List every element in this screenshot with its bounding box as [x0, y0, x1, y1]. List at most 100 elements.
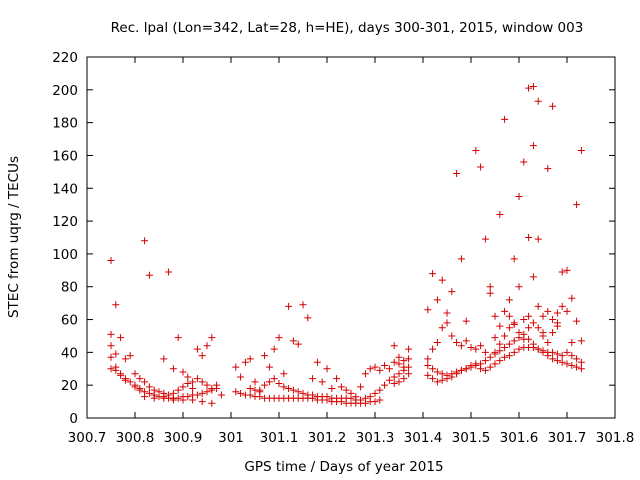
data-point: [501, 115, 509, 123]
data-point: [107, 365, 115, 373]
data-point: [203, 342, 211, 350]
x-tick-label: 301.8: [596, 430, 635, 446]
data-point: [270, 375, 278, 383]
data-point: [121, 355, 129, 363]
data-point: [246, 391, 254, 399]
data-point: [193, 391, 201, 399]
data-point: [529, 273, 537, 281]
data-point: [448, 332, 456, 340]
data-point: [472, 345, 480, 353]
data-point: [525, 312, 533, 320]
data-point: [534, 324, 542, 332]
data-point: [491, 312, 499, 320]
data-point: [217, 391, 225, 399]
y-tick-label: 40: [61, 345, 78, 361]
data-point: [510, 320, 518, 328]
data-point: [357, 383, 365, 391]
data-point: [366, 365, 374, 373]
data-point: [515, 283, 523, 291]
data-point: [376, 366, 384, 374]
data-point: [525, 84, 533, 92]
data-point: [208, 384, 216, 392]
x-tick-label: 301.3: [356, 430, 395, 446]
data-point: [251, 378, 259, 386]
data-point: [448, 373, 456, 381]
data-point: [357, 396, 365, 404]
data-point: [496, 340, 504, 348]
data-point: [179, 368, 187, 376]
data-point: [539, 347, 547, 355]
data-point: [141, 237, 149, 245]
data-point: [433, 339, 441, 347]
data-point: [126, 378, 134, 386]
data-point: [539, 332, 547, 340]
data-point: [390, 380, 398, 388]
data-point: [491, 334, 499, 342]
data-point: [496, 211, 504, 219]
data-point: [371, 389, 379, 397]
data-point: [525, 234, 533, 241]
data-point: [577, 358, 585, 366]
data-point: [400, 357, 408, 365]
data-point: [385, 376, 393, 384]
data-point: [568, 361, 576, 369]
data-point: [323, 365, 331, 373]
data-point: [424, 371, 432, 379]
data-point: [347, 394, 355, 402]
data-point: [438, 276, 446, 284]
data-point: [145, 271, 153, 279]
y-tick-label: 140: [52, 181, 78, 197]
data-point: [136, 384, 144, 392]
data-point: [563, 266, 571, 274]
data-point: [433, 368, 441, 376]
data-point: [558, 358, 566, 366]
data-point: [558, 302, 566, 310]
data-point: [237, 373, 245, 381]
data-point: [472, 360, 480, 368]
data-point: [515, 192, 523, 200]
data-point: [184, 373, 192, 381]
data-point: [342, 386, 350, 394]
data-point: [481, 235, 489, 243]
data-point: [328, 384, 336, 392]
data-point: [141, 393, 149, 401]
data-point: [573, 201, 581, 209]
data-point: [141, 378, 149, 386]
data-point: [193, 375, 201, 383]
data-point: [179, 383, 187, 391]
data-point: [371, 363, 379, 371]
data-point: [491, 348, 499, 356]
data-point: [429, 375, 437, 383]
data-point: [169, 389, 177, 397]
data-point: [453, 339, 461, 347]
data-point: [107, 256, 115, 264]
data-point: [246, 355, 254, 363]
axis-ticks: [86, 56, 616, 419]
data-point: [424, 361, 432, 369]
y-tick-label: 0: [69, 411, 78, 427]
data-point: [534, 235, 542, 243]
y-tick-label: 200: [52, 83, 78, 99]
data-point: [433, 296, 441, 304]
data-point: [333, 375, 341, 383]
data-point: [169, 396, 177, 404]
data-point: [563, 307, 571, 315]
data-point: [160, 355, 168, 363]
data-point: [150, 394, 158, 402]
data-point: [390, 373, 398, 381]
data-point: [568, 352, 576, 360]
data-point: [529, 319, 537, 327]
data-point: [438, 324, 446, 332]
data-point: [256, 388, 264, 396]
data-point: [405, 370, 413, 378]
data-point: [208, 399, 216, 407]
data-point: [376, 396, 384, 404]
data-point: [299, 301, 307, 309]
data-point: [318, 378, 326, 386]
data-point: [237, 389, 245, 397]
data-point: [174, 334, 182, 342]
data-point: [395, 378, 403, 386]
data-point: [472, 147, 480, 155]
data-point: [165, 268, 173, 276]
